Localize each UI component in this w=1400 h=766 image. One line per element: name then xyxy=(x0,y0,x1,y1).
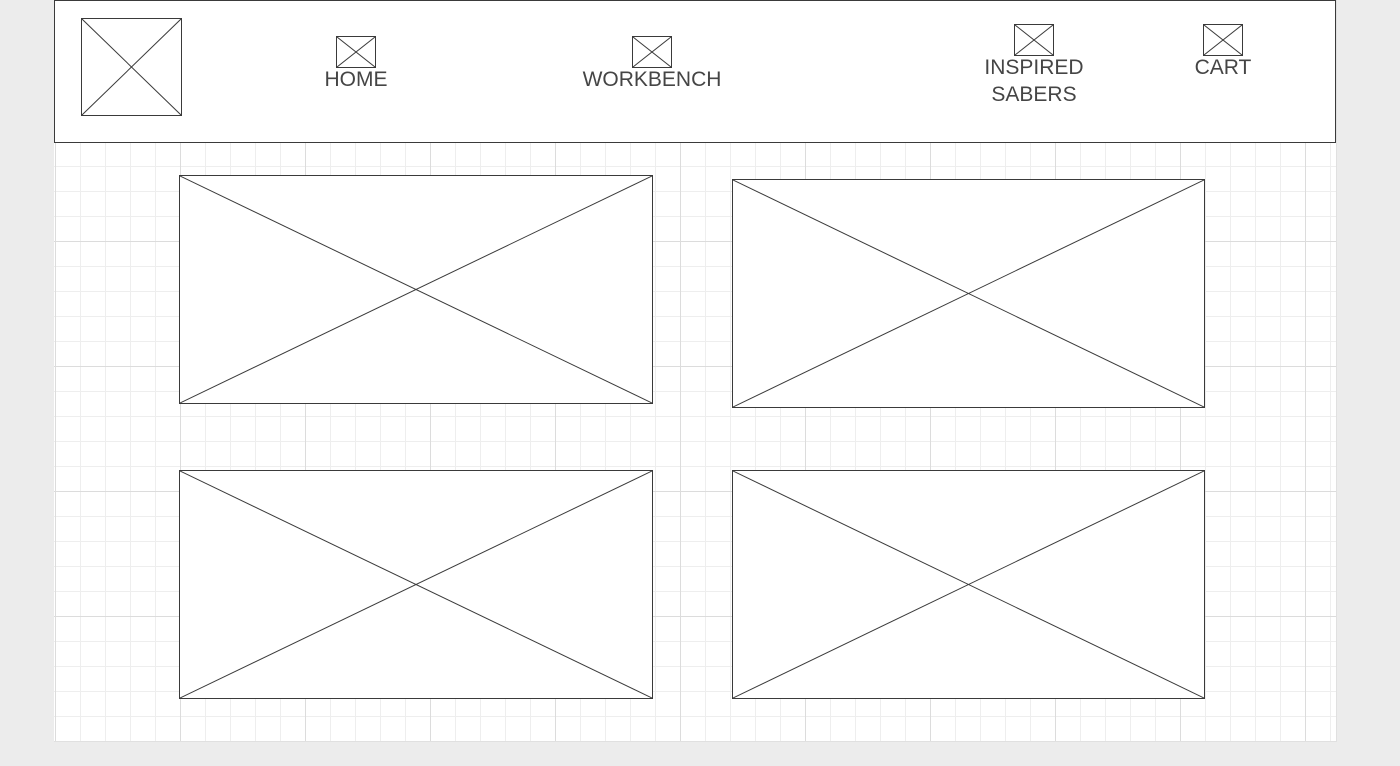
nav-item-workbench[interactable]: WORKBENCH xyxy=(572,36,732,96)
nav-label-cart: CART xyxy=(1194,56,1252,79)
nav-label-workbench: WORKBENCH xyxy=(582,68,722,91)
inspired-sabers-placeholder-icon xyxy=(1014,24,1054,56)
nav-label-home: HOME xyxy=(324,68,388,91)
nav-label-inspired: INSPIRED xyxy=(984,56,1084,79)
content-tile-2-placeholder-icon[interactable] xyxy=(732,179,1205,408)
content-tile-3-placeholder-icon[interactable] xyxy=(179,470,653,699)
content-tile-1-placeholder-icon[interactable] xyxy=(179,175,653,404)
cart-placeholder-icon xyxy=(1203,24,1243,56)
nav-item-cart[interactable]: CART xyxy=(1183,24,1263,84)
nav-item-inspired-sabers[interactable]: INSPIRED SABERS xyxy=(964,24,1104,114)
workbench-placeholder-icon xyxy=(632,36,672,68)
content-tile-4-placeholder-icon[interactable] xyxy=(732,470,1205,699)
logo-placeholder-icon[interactable] xyxy=(81,18,182,116)
home-placeholder-icon xyxy=(336,36,376,68)
nav-item-home[interactable]: HOME xyxy=(301,36,411,96)
nav-label-sabers: SABERS xyxy=(991,83,1077,106)
site-header: HOME WORKBENCH INSPIRED SABERS CART xyxy=(54,0,1336,143)
